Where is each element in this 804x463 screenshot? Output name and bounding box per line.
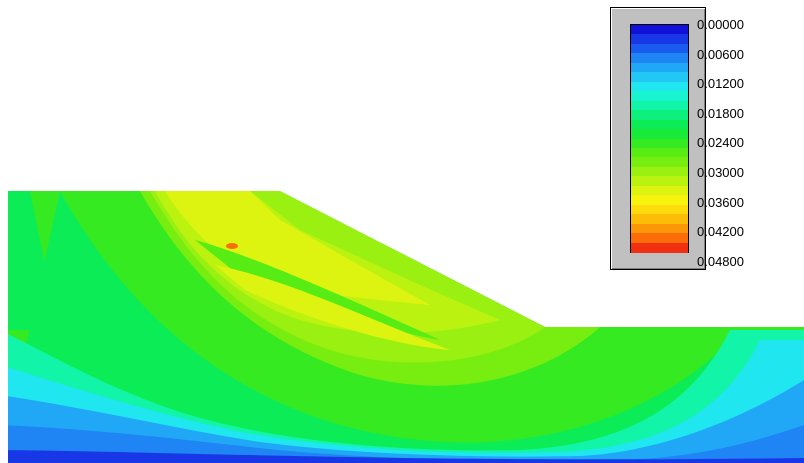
colorbar-band bbox=[631, 72, 688, 83]
contour-region bbox=[215, 265, 450, 350]
legend-tick-label: 0.00600 bbox=[697, 46, 744, 62]
contour-region bbox=[226, 243, 238, 249]
legend-tick-label: 0.01800 bbox=[697, 105, 744, 121]
colorbar-band bbox=[631, 157, 688, 168]
colorbar-band bbox=[631, 129, 688, 140]
colorbar-band bbox=[631, 81, 688, 92]
colorbar-band bbox=[631, 91, 688, 102]
contour-region bbox=[8, 191, 804, 463]
legend-tick-label: 0.04800 bbox=[697, 253, 744, 269]
colorbar-band bbox=[631, 233, 688, 244]
legend-tick-label: 0.01200 bbox=[697, 76, 744, 92]
colorbar-band bbox=[631, 147, 688, 158]
colorbar-band bbox=[631, 176, 688, 187]
contour-region bbox=[8, 191, 60, 330]
legend: 0.00000 0.00600 0.01200 0.01800 0.02400 … bbox=[610, 7, 744, 270]
legend-tick-label: 0.02400 bbox=[697, 135, 744, 151]
colorbar-band bbox=[631, 110, 688, 121]
legend-tick-label: 0.00000 bbox=[697, 17, 744, 32]
contour-region bbox=[8, 425, 804, 463]
contour-region bbox=[8, 450, 804, 463]
colorbar-band bbox=[631, 185, 688, 196]
colorbar-band bbox=[631, 119, 688, 130]
colorbar-band bbox=[631, 223, 688, 234]
colorbar-band bbox=[631, 214, 688, 225]
colorbar-band bbox=[631, 138, 688, 149]
contour-region bbox=[165, 191, 430, 305]
legend-tick-label: 0.04200 bbox=[697, 224, 744, 240]
colorbar-band bbox=[631, 25, 688, 36]
colorbar-band bbox=[631, 100, 688, 111]
colorbar-band bbox=[631, 43, 688, 54]
colorbar-band bbox=[631, 53, 688, 64]
colorbar-band bbox=[631, 195, 688, 206]
colorbar-band bbox=[631, 166, 688, 177]
colorbar-band bbox=[631, 62, 688, 73]
contour-region bbox=[195, 240, 440, 340]
legend-tick-label: 0.03600 bbox=[697, 194, 744, 210]
colorbar bbox=[630, 24, 689, 253]
colorbar-band bbox=[631, 242, 688, 253]
colorbar-band bbox=[631, 204, 688, 215]
colorbar-band bbox=[631, 34, 688, 45]
legend-tick-label: 0.03000 bbox=[697, 165, 744, 180]
